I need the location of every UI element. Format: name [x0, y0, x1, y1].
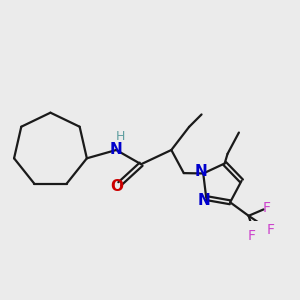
Text: N: N: [198, 193, 211, 208]
Text: N: N: [110, 142, 123, 158]
Text: F: F: [263, 201, 271, 215]
Text: F: F: [267, 223, 275, 237]
Text: F: F: [248, 230, 256, 243]
Text: N: N: [195, 164, 208, 179]
Text: H: H: [116, 130, 125, 143]
Text: O: O: [110, 179, 123, 194]
